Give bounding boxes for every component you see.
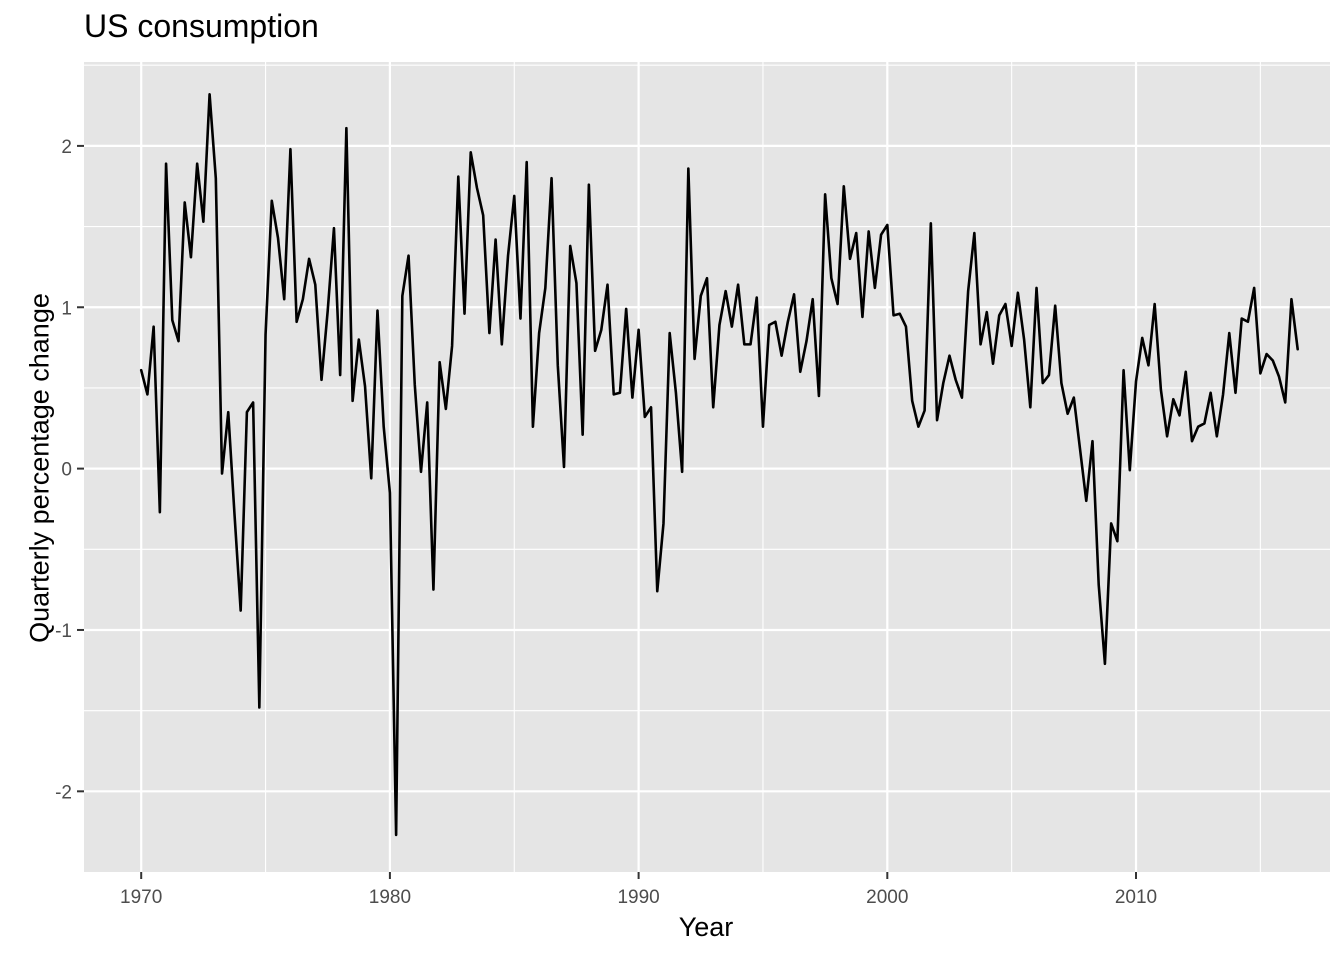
- axes: 1970 1980 1990 2000 2010 -2 -1 0 1 2: [55, 137, 1157, 908]
- x-tick-label: 1980: [369, 887, 411, 908]
- y-tick-label: 1: [61, 298, 72, 319]
- series-line-0: [139, 92, 1299, 837]
- x-tick-label: 2000: [866, 887, 908, 908]
- x-tick-label: 1970: [120, 887, 162, 908]
- y-axis-label: Quarterly percentage change: [24, 293, 55, 643]
- grid: [84, 62, 1330, 872]
- y-tick-label: -1: [55, 621, 72, 642]
- line-layer: [139, 92, 1299, 837]
- x-tick-label: 2010: [1115, 887, 1157, 908]
- y-tick-label: 2: [61, 137, 72, 158]
- x-tick-label: 1990: [617, 887, 659, 908]
- chart-title: US consumption: [84, 8, 319, 44]
- plot-panel: [84, 62, 1330, 872]
- x-axis-label: Year: [678, 912, 734, 942]
- y-tick-label: 0: [61, 460, 72, 481]
- y-tick-label: -2: [55, 782, 72, 803]
